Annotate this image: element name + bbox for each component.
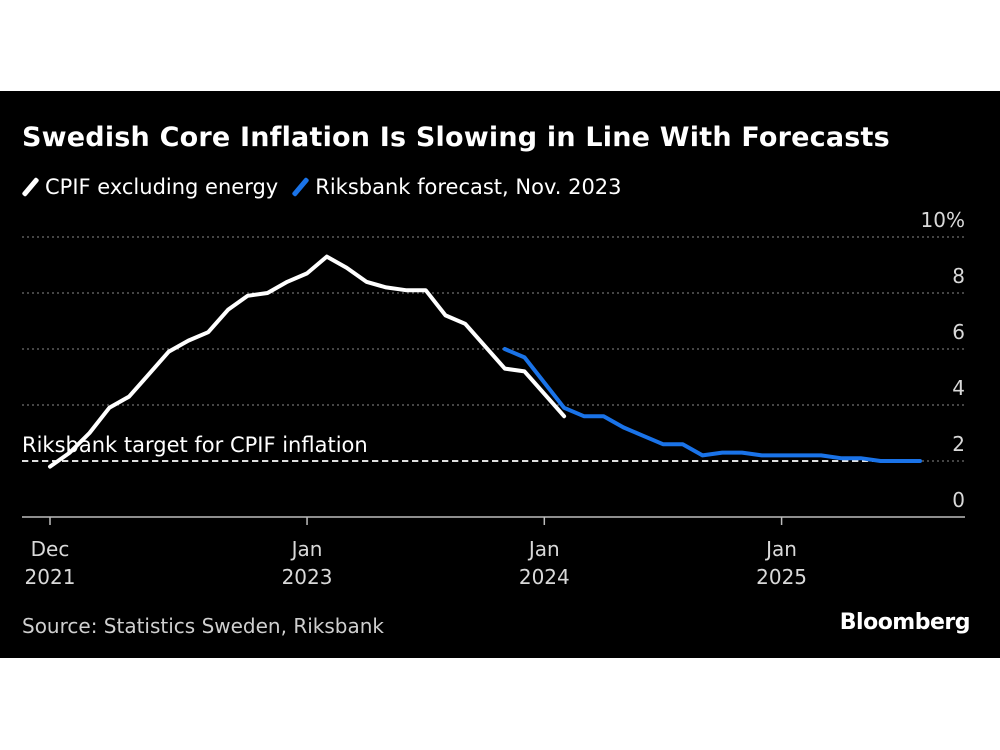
x-tick-label: 2025 bbox=[756, 565, 807, 589]
x-tick-label: Jan bbox=[527, 537, 560, 561]
legend: CPIF excluding energy Riksbank forecast,… bbox=[21, 172, 636, 202]
y-tick-label: 8 bbox=[952, 264, 965, 288]
legend-item-forecast: Riksbank forecast, Nov. 2023 bbox=[291, 175, 622, 199]
bloomberg-logo: Bloomberg bbox=[839, 610, 971, 635]
y-tick-label: 10% bbox=[921, 208, 965, 232]
x-tick-label: 2021 bbox=[25, 565, 76, 589]
source-note: Source: Statistics Sweden, Riksbank bbox=[22, 614, 384, 638]
legend-item-actual: CPIF excluding energy bbox=[21, 175, 279, 199]
series-line-actual bbox=[48, 254, 567, 469]
y-tick-label: 0 bbox=[952, 488, 965, 512]
target-reference-label: Riksbank target for CPIF inflation bbox=[22, 433, 368, 457]
x-tick-label: 2023 bbox=[282, 565, 333, 589]
legend-label-forecast: Riksbank forecast, Nov. 2023 bbox=[315, 175, 622, 199]
series-line-forecast bbox=[502, 347, 922, 463]
chart-panel bbox=[0, 91, 1000, 658]
x-tick-label: Jan bbox=[764, 537, 797, 561]
chart-title: Swedish Core Inflation Is Slowing in Lin… bbox=[22, 122, 890, 153]
x-tick-label: Dec bbox=[31, 537, 70, 561]
y-tick-label: 6 bbox=[952, 320, 965, 344]
y-tick-label: 2 bbox=[952, 432, 965, 456]
y-tick-label: 4 bbox=[952, 376, 965, 400]
x-tick-label: Jan bbox=[290, 537, 323, 561]
legend-label-actual: CPIF excluding energy bbox=[45, 175, 279, 199]
x-tick-label: 2024 bbox=[519, 565, 570, 589]
